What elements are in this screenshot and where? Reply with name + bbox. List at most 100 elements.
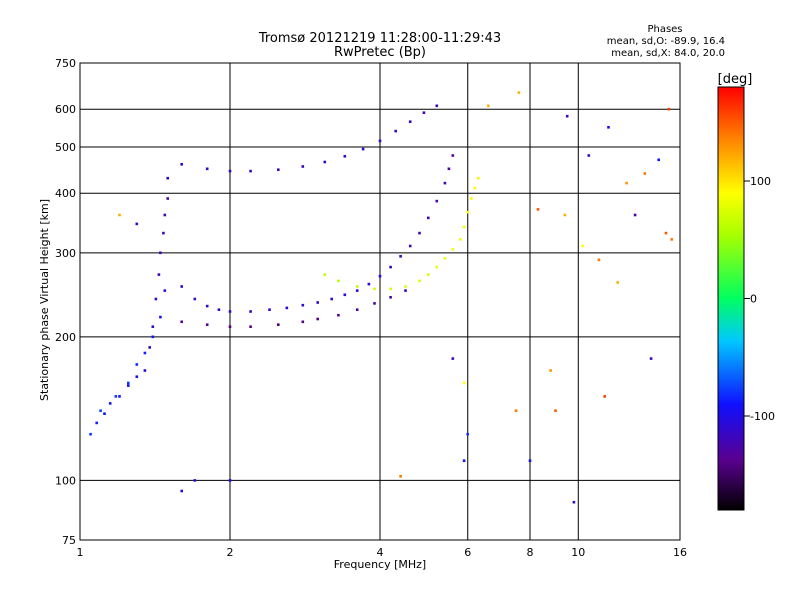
data-point: [404, 285, 407, 288]
data-point: [373, 287, 376, 291]
data-point: [447, 167, 451, 171]
x-tick-label: 10: [571, 546, 585, 559]
data-point: [301, 165, 305, 168]
data-point: [217, 308, 221, 311]
data-point: [143, 351, 147, 355]
data-point: [193, 479, 197, 482]
data-point: [162, 231, 165, 235]
data-point: [301, 303, 305, 307]
data-point: [127, 381, 130, 385]
data-point: [228, 325, 232, 328]
y-tick-label: 100: [55, 474, 76, 487]
data-point: [166, 197, 169, 200]
data-point: [404, 289, 407, 292]
data-point: [157, 273, 161, 276]
data-point: [435, 199, 439, 203]
data-point: [163, 213, 167, 217]
colorbar: [717, 86, 745, 511]
data-point: [563, 213, 567, 217]
data-point: [249, 325, 252, 328]
data-point: [514, 409, 518, 412]
data-point: [159, 251, 162, 255]
data-point: [355, 285, 359, 288]
data-point: [323, 273, 327, 276]
data-point: [427, 273, 430, 276]
data-point: [355, 308, 359, 311]
x-axis-label: Frequency [MHz]: [334, 558, 426, 571]
data-point: [355, 289, 359, 292]
data-point: [151, 325, 155, 328]
data-point: [373, 302, 376, 305]
data-point: [389, 296, 392, 299]
data-point: [205, 323, 209, 326]
data-point: [343, 293, 347, 297]
data-point: [166, 176, 169, 180]
data-point: [459, 238, 462, 241]
data-point: [205, 167, 209, 171]
data-point: [394, 129, 397, 133]
axis-ticks: 1 2 4 6 8 10 16 75 100 200 300 400 500 600 750: [55, 57, 687, 559]
data-point: [399, 255, 402, 258]
data-point: [477, 176, 480, 180]
data-point: [643, 172, 647, 175]
data-point: [487, 104, 490, 108]
data-point: [180, 163, 183, 166]
data-point: [337, 313, 340, 317]
data-point: [361, 147, 365, 151]
data-point: [154, 297, 158, 301]
data-point: [667, 107, 671, 111]
data-point: [572, 500, 576, 504]
data-point: [470, 197, 473, 200]
data-point: [148, 346, 151, 349]
data-point: [466, 432, 469, 436]
colorbar-tick-label: 100: [750, 175, 771, 188]
data-point: [408, 120, 412, 123]
data-point: [343, 155, 347, 158]
data-point: [180, 320, 183, 324]
data-point: [95, 421, 98, 425]
data-point: [285, 306, 289, 310]
data-point: [616, 281, 619, 284]
data-point: [451, 154, 455, 157]
data-point: [657, 158, 660, 162]
data-point: [127, 384, 130, 387]
data-point: [664, 231, 668, 235]
colorbar-tick-label: -100: [750, 410, 775, 423]
data-point: [427, 216, 430, 220]
data-point: [597, 258, 601, 262]
data-point: [603, 395, 606, 398]
chart-subtitle: RwPretec (Bp): [334, 45, 426, 60]
data-point: [367, 282, 371, 286]
data-point: [249, 169, 252, 173]
data-point: [378, 139, 382, 143]
info-line-1: mean, sd,O: -89.9, 16.4: [607, 36, 725, 47]
data-point: [549, 369, 552, 372]
data-point: [193, 297, 197, 301]
data-point: [118, 395, 121, 398]
data-point: [451, 357, 455, 360]
data-point: [163, 289, 167, 292]
data-point: [466, 210, 469, 214]
x-tick-label: 6: [464, 546, 471, 559]
data-point: [180, 285, 183, 288]
info-heading: Phases: [647, 24, 682, 35]
data-point: [462, 381, 466, 385]
data-point: [536, 208, 540, 211]
data-point: [151, 335, 155, 339]
data-point: [418, 231, 421, 235]
y-tick-label: 200: [55, 331, 76, 344]
data-point: [435, 104, 439, 108]
info-line-2: mean, sd,X: 84.0, 20.0: [611, 48, 725, 59]
data-point: [277, 323, 280, 326]
data-point: [268, 308, 271, 311]
data-point: [435, 265, 439, 269]
data-point: [114, 395, 118, 398]
x-tick-label: 16: [673, 546, 687, 559]
x-tick-label: 2: [227, 546, 234, 559]
data-point: [607, 126, 610, 129]
data-point: [337, 279, 340, 283]
data-point: [205, 304, 209, 308]
data-point: [443, 257, 447, 260]
y-axis-label: Stationary phase Virtual Height [km]: [38, 199, 51, 401]
data-point: [323, 160, 327, 164]
